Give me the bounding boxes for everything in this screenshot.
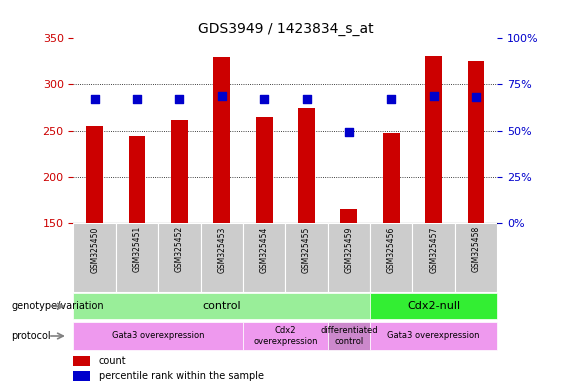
Bar <box>116 223 158 292</box>
Text: count: count <box>99 356 127 366</box>
Bar <box>255 117 273 223</box>
Bar <box>73 371 90 381</box>
Point <box>259 96 269 102</box>
Point <box>344 129 354 136</box>
Point <box>175 96 184 102</box>
Point <box>217 93 226 99</box>
Text: Gata3 overexpression: Gata3 overexpression <box>112 331 205 341</box>
Bar <box>73 356 90 366</box>
Bar <box>328 223 370 292</box>
Text: GSM325458: GSM325458 <box>472 226 480 272</box>
Bar <box>201 223 243 292</box>
Bar <box>243 322 328 350</box>
Bar <box>158 223 201 292</box>
Bar <box>370 322 497 350</box>
Bar <box>298 108 315 223</box>
Bar <box>73 322 243 350</box>
Text: GSM325459: GSM325459 <box>345 226 353 273</box>
Bar <box>468 61 485 223</box>
Point <box>90 96 99 102</box>
Bar <box>412 223 455 292</box>
Text: percentile rank within the sample: percentile rank within the sample <box>99 371 264 381</box>
Text: protocol: protocol <box>11 331 51 341</box>
Point <box>471 94 480 101</box>
Bar <box>285 223 328 292</box>
Text: Cdx2
overexpression: Cdx2 overexpression <box>253 326 318 346</box>
Point <box>302 96 311 102</box>
Point <box>132 96 141 102</box>
Text: GSM325450: GSM325450 <box>90 226 99 273</box>
Bar <box>171 121 188 223</box>
Text: Cdx2-null: Cdx2-null <box>407 301 460 311</box>
Text: GSM325454: GSM325454 <box>260 226 268 273</box>
Bar <box>86 126 103 223</box>
Text: GSM325457: GSM325457 <box>429 226 438 273</box>
Bar <box>214 57 231 223</box>
Bar <box>128 136 146 223</box>
Text: GSM325451: GSM325451 <box>133 226 141 272</box>
Text: differentiated
control: differentiated control <box>320 326 377 346</box>
Text: GSM325452: GSM325452 <box>175 226 184 272</box>
Title: GDS3949 / 1423834_s_at: GDS3949 / 1423834_s_at <box>198 22 373 36</box>
Bar <box>243 223 285 292</box>
Text: control: control <box>202 301 241 311</box>
Bar <box>383 133 399 223</box>
Bar <box>425 56 442 223</box>
Bar <box>370 223 412 292</box>
Text: Gata3 overexpression: Gata3 overexpression <box>388 331 480 341</box>
Bar <box>370 293 497 319</box>
Point <box>386 96 396 102</box>
Text: genotype/variation: genotype/variation <box>11 301 104 311</box>
Text: GSM325453: GSM325453 <box>218 226 226 273</box>
Bar <box>455 223 497 292</box>
Point <box>429 93 438 99</box>
Text: GSM325455: GSM325455 <box>302 226 311 273</box>
Text: GSM325456: GSM325456 <box>387 226 396 273</box>
Bar <box>328 322 370 350</box>
Bar <box>73 223 116 292</box>
Bar <box>340 209 358 223</box>
Bar <box>73 293 370 319</box>
